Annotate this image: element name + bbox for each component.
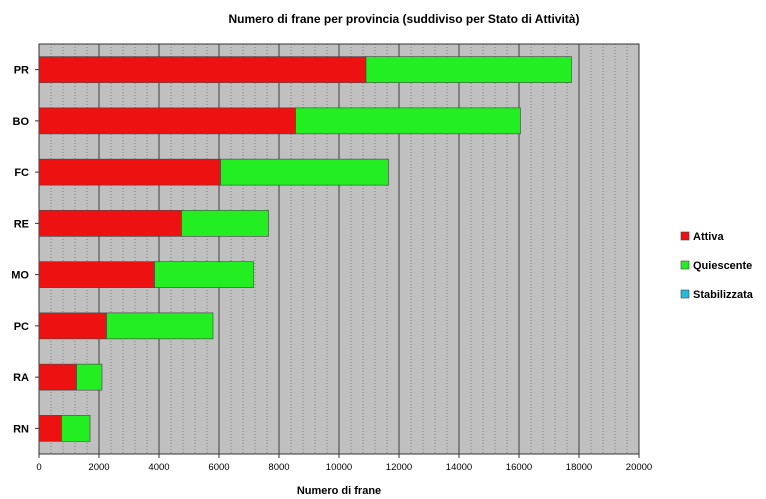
x-tick-label: 6000 [208, 462, 229, 473]
y-tick-label: RA [13, 372, 29, 384]
x-tick-label: 20000 [626, 462, 652, 473]
x-tick-label: 14000 [446, 462, 472, 473]
y-tick-label: FC [14, 167, 29, 179]
plot-area: PR BO FC RE MO PC RA RN 0 2000 4000 6000 8000 10000 12… [11, 43, 652, 473]
bar-quiescente-pc [106, 312, 214, 340]
bar-quiescente-re [181, 210, 269, 237]
bar-quiescente-mo [154, 261, 254, 288]
x-tick-label: 12000 [386, 462, 412, 473]
y-tick-label: PC [14, 321, 29, 333]
bar-attiva-pr [38, 56, 367, 83]
y-tick-label: RN [13, 423, 29, 435]
chart-title: Numero di frane per provincia (suddiviso… [229, 12, 580, 26]
x-tick-label: 4000 [148, 462, 169, 473]
legend-swatch-quiescente [680, 260, 690, 270]
x-tick-label: 0 [36, 462, 41, 473]
bar-quiescente-pr [365, 56, 572, 83]
y-tick-label: BO [13, 116, 30, 128]
bar-attiva-re [38, 210, 182, 237]
legend-swatch-attiva [680, 231, 690, 241]
legend-label-stabilizzata: Stabilizzata [693, 289, 754, 301]
legend: Attiva Quiescente Stabilizzata [680, 231, 754, 301]
bar-attiva-ra [38, 363, 77, 391]
legend-label-attiva: Attiva [693, 231, 724, 243]
bar-attiva-bo [38, 107, 296, 135]
x-tick-label: 8000 [268, 462, 289, 473]
y-tick-label: MO [11, 270, 29, 282]
bar-quiescente-rn [61, 415, 91, 442]
x-axis-title: Numero di frane [297, 485, 381, 497]
bar-quiescente-ra [76, 363, 103, 391]
bar-attiva-rn [38, 415, 62, 442]
bar-quiescente-fc [220, 158, 389, 186]
y-tick-label: RE [14, 218, 29, 230]
x-tick-label: 10000 [326, 462, 352, 473]
bar-quiescente-bo [295, 107, 521, 135]
legend-label-quiescente: Quiescente [693, 260, 752, 272]
bar-attiva-fc [38, 158, 221, 186]
legend-swatch-stabilizzata [680, 289, 690, 299]
x-tick-label: 16000 [506, 462, 532, 473]
x-tick-label: 2000 [88, 462, 109, 473]
bar-attiva-pc [38, 312, 107, 340]
x-tick-label: 18000 [566, 462, 592, 473]
bar-attiva-mo [38, 261, 155, 288]
y-tick-label: PR [14, 65, 29, 77]
